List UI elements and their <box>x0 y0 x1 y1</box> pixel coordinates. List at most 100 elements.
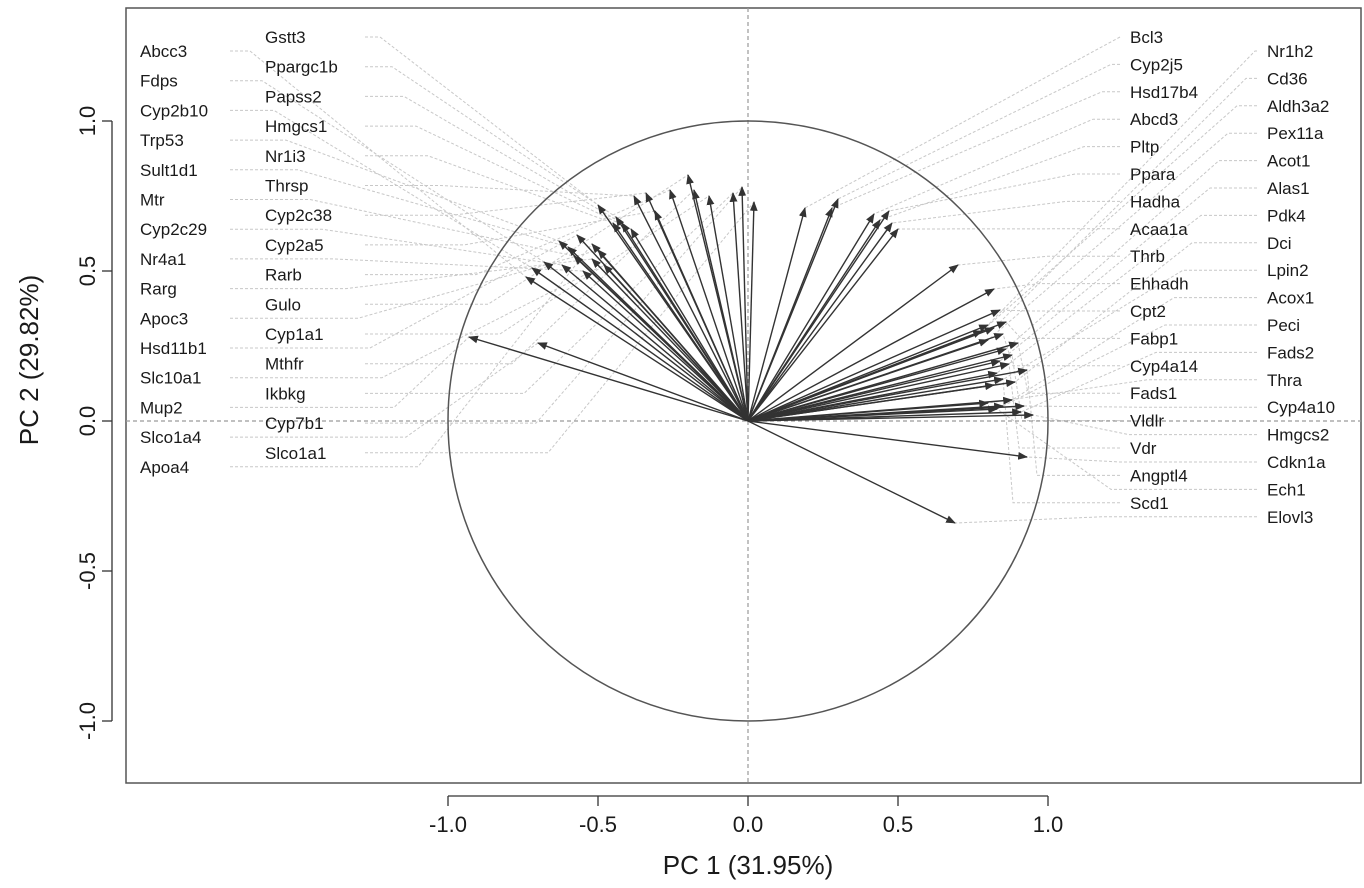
leader-line-peci <box>1002 324 1257 407</box>
leader-line-fads2 <box>1020 351 1257 413</box>
leader-line-scd1 <box>1002 378 1120 504</box>
x-tick-label: 0.5 <box>883 812 914 837</box>
label-nr1h2: Nr1h2 <box>1267 42 1313 61</box>
leader-line-abcd3 <box>873 118 1120 215</box>
leader-line-hmgcs2 <box>1032 414 1257 436</box>
label-cyp1a1: Cyp1a1 <box>265 325 324 344</box>
loading-arrow-acaa1a <box>747 228 899 422</box>
label-scd1: Scd1 <box>1130 494 1169 513</box>
loading-arrow-mthfr <box>692 189 749 422</box>
label-acot1: Acot1 <box>1267 152 1310 171</box>
loading-arrow-cyp2c29 <box>561 264 749 422</box>
label-ehhadh: Ehhadh <box>1130 275 1189 294</box>
label-cyp2j5: Cyp2j5 <box>1130 55 1183 74</box>
leader-line-fabp1 <box>1005 321 1120 339</box>
y-tick-label: 1.0 <box>75 106 100 137</box>
label-pex11a: Pex11a <box>1267 124 1324 143</box>
label-thrsp: Thrsp <box>265 177 308 196</box>
label-nr4a1: Nr4a1 <box>140 250 186 269</box>
x-tick-label: -0.5 <box>579 812 617 837</box>
leader-line-slc10a1 <box>230 264 605 379</box>
leader-line-cpt2 <box>999 309 1120 312</box>
label-trp53: Trp53 <box>140 131 184 150</box>
loading-arrows <box>468 174 1034 524</box>
loading-arrow-alas1 <box>747 359 1001 422</box>
label-peci: Peci <box>1267 316 1300 335</box>
label-hsd17b4: Hsd17b4 <box>1130 83 1198 102</box>
label-slco1a4: Slco1a4 <box>140 428 201 447</box>
leader-line-cyp2c38 <box>365 192 647 216</box>
leader-line-sult1d1 <box>230 169 569 248</box>
leader-line-cyp2a5 <box>365 210 656 246</box>
y-tick-label: -0.5 <box>75 552 100 590</box>
leader-line-ikbkg <box>365 192 734 394</box>
loading-arrow-ech1 <box>747 405 998 422</box>
label-apoc3: Apoc3 <box>140 309 188 328</box>
label-pltp: Pltp <box>1130 138 1159 157</box>
label-hmgcs2: Hmgcs2 <box>1267 426 1329 445</box>
leader-line-cd36 <box>993 77 1257 329</box>
loading-arrow-scd1 <box>747 376 1004 422</box>
loading-arrow-fdps <box>543 261 749 422</box>
label-cyp4a14: Cyp4a14 <box>1130 357 1198 376</box>
leader-line-pdk4 <box>996 214 1257 374</box>
leader-line-apoa4 <box>230 243 593 468</box>
leader-line-rarg <box>230 258 593 290</box>
label-cdkn1a: Cdkn1a <box>1267 453 1326 472</box>
leader-line-gulo <box>365 174 689 305</box>
loading-arrow-apoa4 <box>591 243 749 422</box>
leader-line-cyp2c29 <box>230 228 563 266</box>
leader-line-acox1 <box>1011 297 1257 401</box>
loading-arrow-aldh3a2 <box>747 330 983 422</box>
label-cd36: Cd36 <box>1267 69 1308 88</box>
y-axis-title: PC 2 (29.82%) <box>14 275 44 446</box>
loading-arrow-bcl3 <box>747 207 807 422</box>
label-vldlr: Vldlr <box>1130 412 1164 431</box>
label-lpin2: Lpin2 <box>1267 261 1309 280</box>
loading-arrow-acot1 <box>747 347 1007 422</box>
leader-line-nr1h2 <box>987 50 1257 326</box>
leader-line-slco1a4 <box>230 342 539 438</box>
loading-arrow-pex11a <box>747 339 989 422</box>
loading-arrow-thrsp <box>633 195 749 422</box>
leader-line-bcl3 <box>804 36 1121 209</box>
loading-arrow-ehhadh <box>747 288 995 422</box>
x-axis-title: PC 1 (31.95%) <box>663 850 834 880</box>
label-thrb: Thrb <box>1130 247 1165 266</box>
loading-arrow-cyp7b1 <box>738 186 749 422</box>
y-tick-label: 0.0 <box>75 406 100 437</box>
label-fads1: Fads1 <box>1130 384 1177 403</box>
leader-line-hadha <box>891 200 1120 224</box>
loading-arrow-cdkn1a <box>747 420 1028 460</box>
leader-line-acot1 <box>1005 160 1257 350</box>
leader-line-hsd11b1 <box>230 234 578 349</box>
loading-arrow-mup2 <box>468 335 749 422</box>
label-thra: Thra <box>1267 371 1303 390</box>
loading-arrow-rarg <box>591 258 749 422</box>
label-fdps: Fdps <box>140 72 178 91</box>
leader-line-alas1 <box>999 187 1257 362</box>
label-acox1: Acox1 <box>1267 289 1314 308</box>
leader-line-ppara <box>888 173 1120 212</box>
loading-arrow-papss2 <box>621 222 749 422</box>
label-elovl3: Elovl3 <box>1267 508 1313 527</box>
leader-line-mthfr <box>365 189 695 365</box>
label-papss2: Papss2 <box>265 87 322 106</box>
loading-arrow-thra <box>747 399 989 422</box>
label-cpt2: Cpt2 <box>1130 302 1166 321</box>
y-tick-label: -1.0 <box>75 702 100 740</box>
leader-line-lpin2 <box>993 269 1257 386</box>
label-hmgcs1: Hmgcs1 <box>265 117 327 136</box>
label-cyp7b1: Cyp7b1 <box>265 414 324 433</box>
leader-line-papss2 <box>365 95 623 224</box>
loading-arrow-rarb <box>669 189 749 422</box>
label-gulo: Gulo <box>265 295 301 314</box>
leader-line-thrsp <box>365 185 635 197</box>
leader-line-cyp2j5 <box>837 63 1120 200</box>
label-ech1: Ech1 <box>1267 480 1306 499</box>
loading-arrow-nr4a1 <box>582 270 749 422</box>
leader-line-slco1a1 <box>365 201 755 454</box>
label-abcd3: Abcd3 <box>1130 110 1178 129</box>
label-bcl3: Bcl3 <box>1130 28 1163 47</box>
leader-line-rarb <box>365 189 671 276</box>
